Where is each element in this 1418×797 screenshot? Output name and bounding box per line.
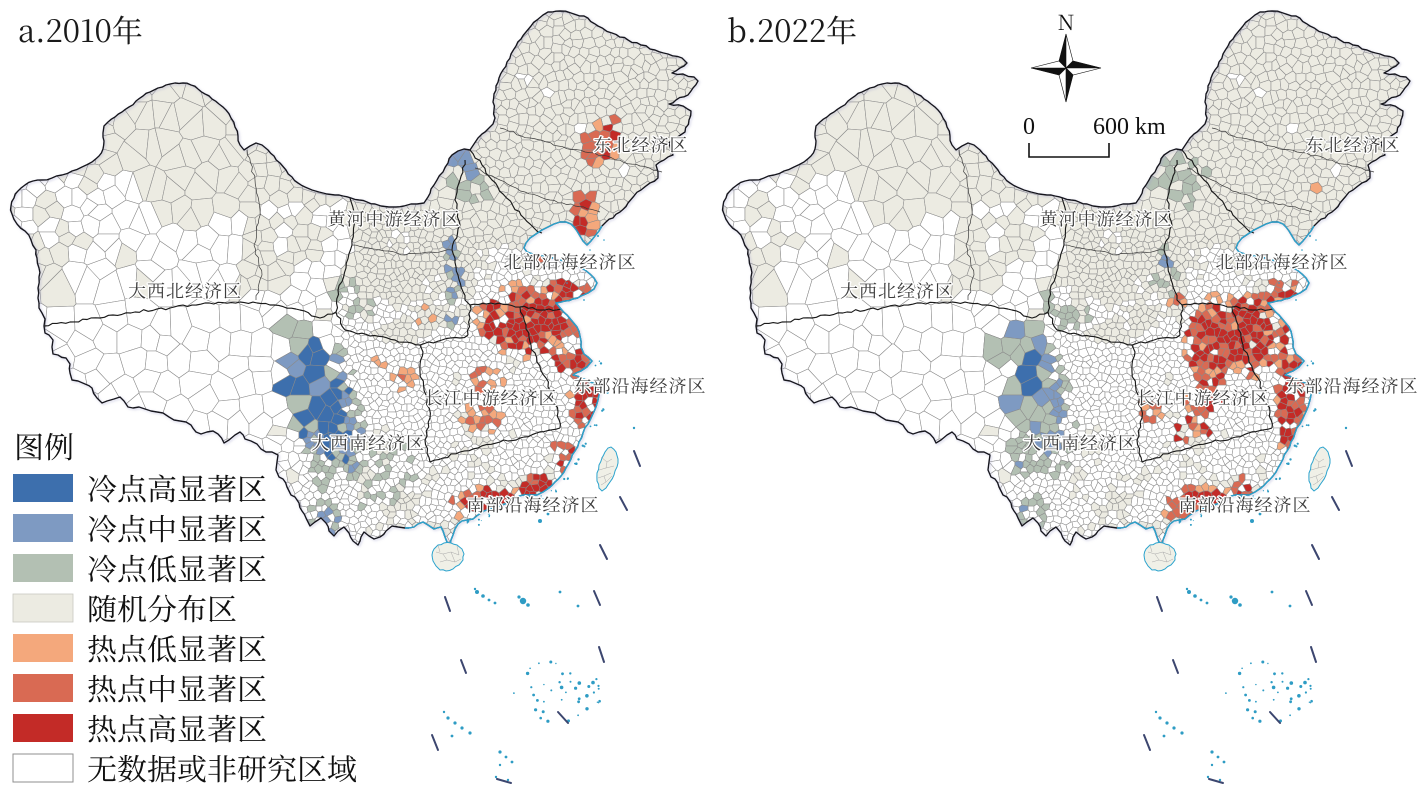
svg-text:600 km: 600 km <box>1093 114 1166 140</box>
svg-text:0: 0 <box>1023 114 1035 140</box>
